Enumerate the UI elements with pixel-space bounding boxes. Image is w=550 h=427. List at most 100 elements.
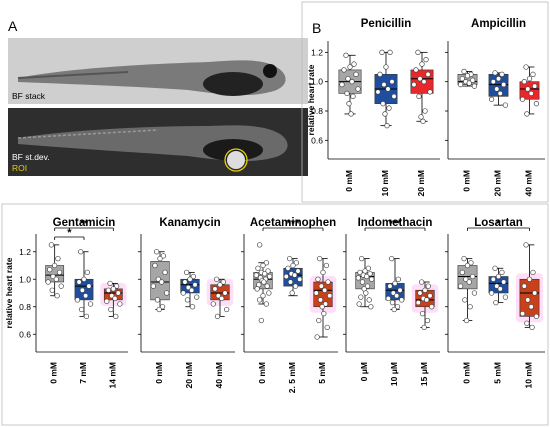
zebrafish-larva-picture [17,60,286,96]
chart-ampicillin: Ampicillin 0 mM 20 mM 40 mM [445,18,545,196]
data-point [528,90,534,97]
box-14-mM [100,280,127,320]
data-point [466,80,472,86]
data-point [490,79,496,85]
data-point [502,294,509,300]
x-tick-label: 5 mM [317,362,327,384]
data-point [113,283,120,289]
data-point [421,324,427,331]
data-point [345,76,351,82]
data-point [349,79,355,85]
data-point [214,313,221,320]
data-point [461,68,467,75]
data-point [528,304,534,310]
data-point [462,297,468,303]
data-point [533,101,540,107]
data-point [499,269,505,276]
box-20-mM [180,269,200,310]
data-point [264,283,270,289]
chart-indomethacin: Indomethacin 0 μM 10 μM 15 μM *** [343,217,440,386]
data-point [287,255,293,262]
data-point [364,273,370,280]
data-point [380,101,386,107]
x-tick-label: 5 mM [493,362,503,384]
data-point [214,276,220,282]
data-point [319,304,325,310]
data-point [523,64,529,70]
x-tick-label: 20 mM [184,362,194,388]
data-point [210,301,216,307]
data-point [492,265,498,271]
data-point [355,86,361,92]
data-point [495,76,502,82]
data-point [81,276,87,282]
data-point [109,293,115,299]
data-point [391,306,397,313]
x-tick-label: 0 mM [344,170,354,192]
data-point [427,89,433,95]
data-point [344,90,350,97]
data-point [494,283,500,289]
data-point [368,304,374,310]
data-point [526,276,533,282]
data-point [108,306,114,313]
data-point [529,324,535,331]
data-point [399,297,405,303]
data-point [184,297,191,303]
data-point [107,280,113,287]
data-point [180,290,186,296]
data-point [260,293,266,299]
data-point [192,282,198,288]
data-point [316,317,322,324]
data-point [339,81,345,88]
data-point [212,286,218,292]
data-point [395,276,401,282]
data-point [417,290,423,296]
data-point [215,293,221,299]
data-point [385,86,391,92]
data-point [377,71,383,77]
data-point [49,287,55,293]
data-point [369,276,375,282]
data-point [353,71,359,77]
data-point [397,287,403,293]
brightfield-stdev-image: BF st.dev. ROI [8,108,308,176]
data-point [502,102,509,108]
data-point [413,67,419,73]
x-tick-label: 2. 5 mM [287,362,297,393]
y-axis-label: relative heart rate [306,64,316,135]
data-point [387,283,393,289]
significance-label: ** [80,218,89,230]
x-tick-label: 0 mM [49,362,59,384]
data-point [325,279,331,285]
x-tick-label: 0 mM [154,362,164,384]
data-point [358,294,364,300]
y-tick-label: 1.0 [311,77,323,87]
data-point [463,317,470,324]
data-point [418,114,424,120]
data-point [187,276,193,282]
data-point [461,255,467,262]
data-point [295,268,301,274]
data-point [423,57,429,63]
data-point [343,52,349,58]
data-point [255,265,261,271]
box-5-mM [488,265,509,306]
data-point [521,79,527,85]
data-point [471,290,478,296]
data-point [383,64,389,70]
data-point [254,286,260,292]
data-point [389,255,395,262]
significance-label: * [67,227,72,239]
data-point [532,290,538,296]
y-tick-label: 1.2 [311,47,323,57]
data-point [364,283,371,289]
significance-label: * [496,218,501,230]
data-point [411,81,417,88]
data-point [184,269,190,276]
data-point [341,67,347,73]
data-point [220,279,226,285]
x-tick-label: 20 mM [493,170,503,196]
data-point [260,262,266,269]
